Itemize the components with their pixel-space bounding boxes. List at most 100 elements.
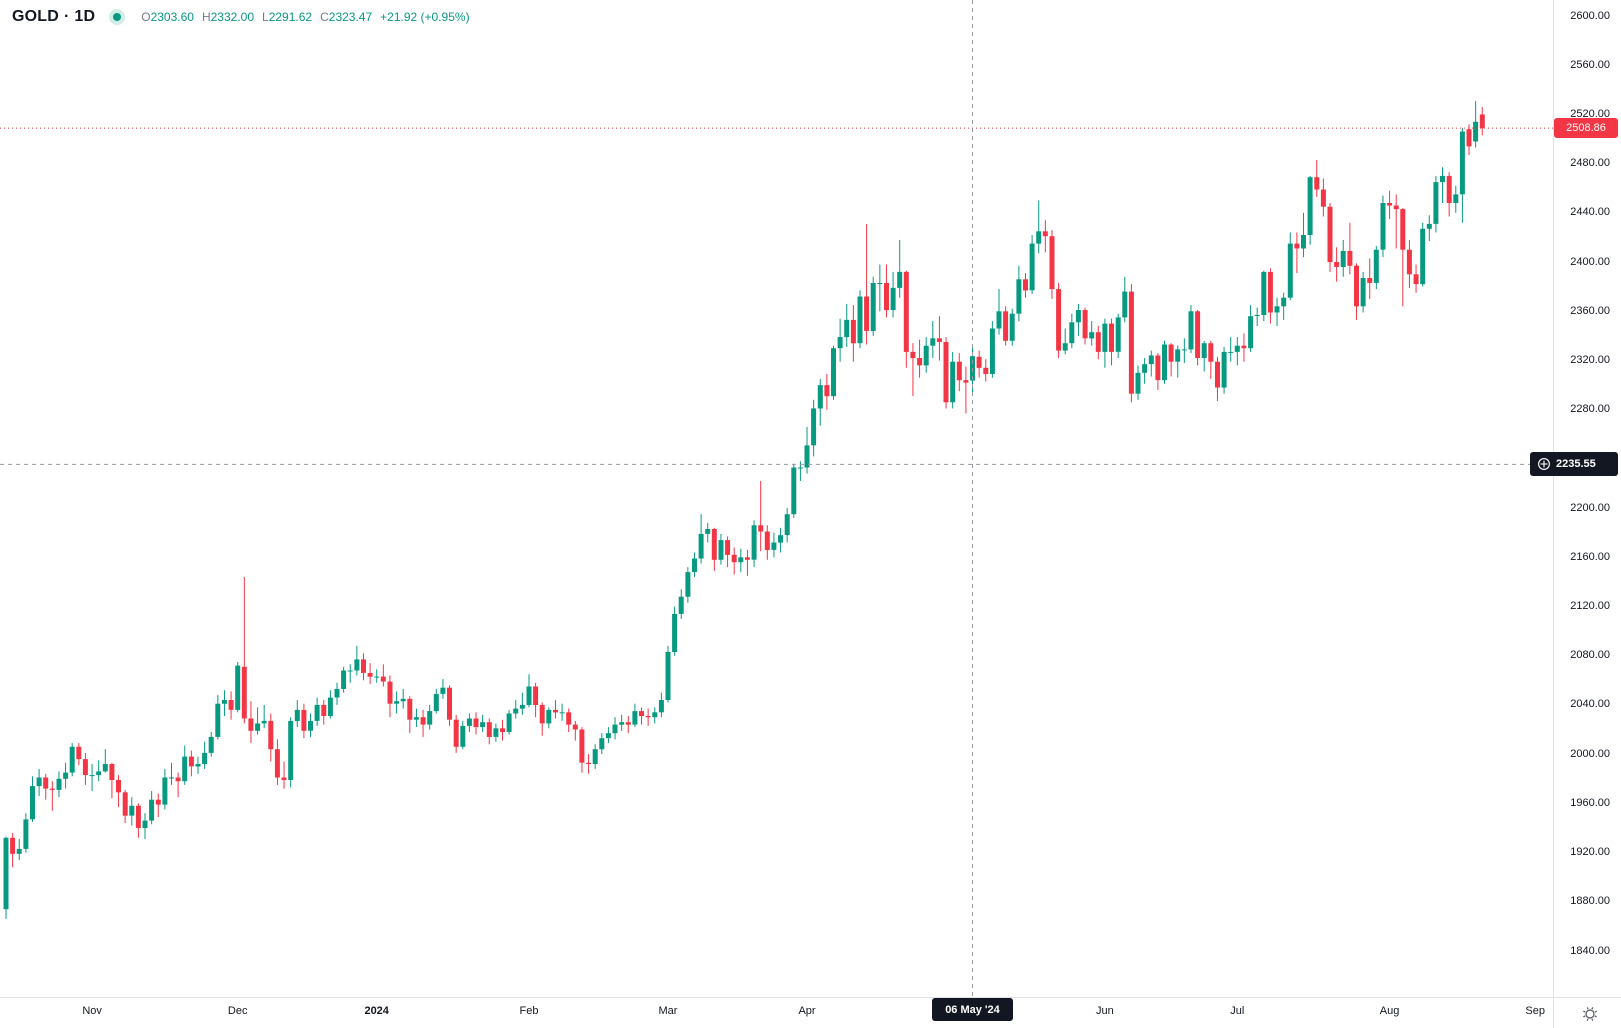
candle-body <box>1287 243 1293 298</box>
candle-body <box>1400 209 1406 250</box>
candle-body <box>420 717 426 725</box>
candle-body <box>49 788 55 790</box>
price-axis-label: 2440.00 <box>1570 206 1610 219</box>
crosshair-price-label: 2235.55 <box>1530 452 1618 477</box>
candle-body <box>1201 343 1207 358</box>
candle-body <box>354 659 360 671</box>
candle-body <box>400 698 406 702</box>
candle-body <box>963 380 969 383</box>
high-value: 2332.00 <box>210 10 255 24</box>
candle-body <box>500 728 505 732</box>
candle-body <box>658 700 664 713</box>
symbol-title[interactable]: GOLD <box>12 8 60 25</box>
candle-body <box>1340 251 1346 267</box>
candle-body <box>1109 323 1114 352</box>
candle-body <box>1393 205 1399 210</box>
candle-body <box>1453 194 1459 203</box>
candle-body <box>222 700 227 704</box>
candle-body <box>1433 182 1439 224</box>
candle-body <box>1426 223 1432 229</box>
candle-body <box>1367 278 1373 283</box>
candle-body <box>936 338 942 342</box>
price-axis[interactable]: 2600.00 2560.00 2520.00 2480.00 2440.00 2400.… <box>1553 0 1621 997</box>
candle-body <box>1056 289 1062 351</box>
candle-body <box>394 701 400 704</box>
close-value: 2323.47 <box>328 10 373 24</box>
candle-body <box>791 467 797 515</box>
candle-body <box>1115 317 1121 352</box>
candle-body <box>917 358 923 366</box>
candle-body <box>1155 355 1161 381</box>
candle-body <box>751 525 757 560</box>
candle-body <box>566 712 572 725</box>
candle-body <box>1162 344 1167 381</box>
candle-body <box>466 718 472 726</box>
candle-body <box>1128 291 1134 394</box>
candle-body <box>1234 345 1240 352</box>
candle-body <box>129 805 135 816</box>
candle-body <box>1334 262 1340 267</box>
crosshair-date-label: 06 May '24 <box>932 998 1013 1021</box>
candle-body <box>526 686 532 705</box>
settings-gear-icon[interactable] <box>1581 1005 1599 1023</box>
candle-body <box>268 720 274 750</box>
candle-body <box>930 338 936 346</box>
price-axis-label: 2400.00 <box>1570 255 1610 268</box>
candle-body <box>652 712 658 718</box>
price-axis-label: 1920.00 <box>1570 846 1610 859</box>
ohlc-readout: O 2303.60 H 2332.00 L 2291.62 C 2323.47 +21.… <box>141 10 469 24</box>
candle-body <box>731 554 737 563</box>
candle-body <box>579 729 585 763</box>
candle-body <box>572 724 578 730</box>
candle-body <box>645 716 651 718</box>
candle-body <box>347 670 353 672</box>
price-axis-border <box>1553 0 1554 1028</box>
candle-body <box>1082 310 1088 339</box>
candle-body <box>1215 361 1220 388</box>
time-axis-label: Nov <box>82 1005 102 1017</box>
price-axis-label: 2080.00 <box>1570 649 1610 662</box>
open-label: O <box>141 10 151 24</box>
candle-body <box>116 780 121 793</box>
candle-body <box>1440 175 1445 183</box>
candle-body <box>1102 323 1108 352</box>
price-chart-pane[interactable] <box>0 0 1553 997</box>
price-axis-label: 1960.00 <box>1570 796 1610 809</box>
symbol-status-dot <box>109 9 126 25</box>
time-axis[interactable]: Nov Dec 2024 Feb Mar Apr Jun Jul Aug Sep <box>0 997 1621 1028</box>
candle-body <box>374 676 380 678</box>
candle-body <box>314 704 320 721</box>
candle-body <box>188 756 194 767</box>
candle-body <box>1420 228 1426 285</box>
candle-body <box>1175 349 1181 362</box>
time-axis-label: Sep <box>1525 1005 1545 1017</box>
candle-body <box>1142 364 1148 373</box>
candle-body <box>890 287 896 310</box>
candle-body <box>996 311 1002 329</box>
time-axis-label: Apr <box>798 1005 816 1017</box>
candle-body <box>1148 355 1154 365</box>
candle-body <box>23 819 29 849</box>
candle-body <box>255 723 261 731</box>
interval-label[interactable]: 1D <box>74 8 96 25</box>
candle-body <box>678 596 684 614</box>
candle-body <box>738 557 744 563</box>
candle-body <box>513 708 519 714</box>
candle-body <box>1327 206 1333 263</box>
price-axis-label: 2120.00 <box>1570 600 1610 612</box>
candle-body <box>844 319 850 338</box>
candle-body <box>771 542 777 550</box>
candle-body <box>956 361 962 381</box>
candle-body <box>983 367 989 374</box>
candle-body <box>1195 311 1201 358</box>
candle-body <box>215 703 221 737</box>
candle-body <box>744 557 750 560</box>
candle-body <box>1003 311 1009 341</box>
low-value: 2291.62 <box>268 10 313 24</box>
candle-body <box>1042 231 1048 237</box>
candle-body <box>758 525 764 532</box>
candle-body <box>725 540 731 555</box>
candle-body <box>1267 271 1273 313</box>
candle-body <box>612 724 618 734</box>
change-value: +21.92 <box>380 10 418 24</box>
